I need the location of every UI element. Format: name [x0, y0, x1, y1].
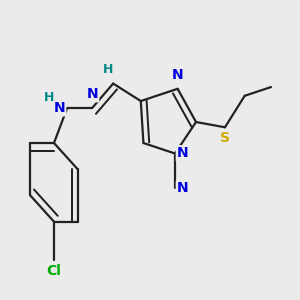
Text: N: N	[86, 87, 98, 101]
Text: H: H	[103, 63, 113, 76]
Text: H: H	[44, 91, 54, 104]
Text: S: S	[220, 131, 230, 145]
Text: Cl: Cl	[46, 264, 62, 278]
Text: N: N	[172, 68, 183, 82]
Text: N: N	[53, 101, 65, 115]
Text: N: N	[177, 182, 189, 196]
Text: N: N	[177, 146, 189, 161]
